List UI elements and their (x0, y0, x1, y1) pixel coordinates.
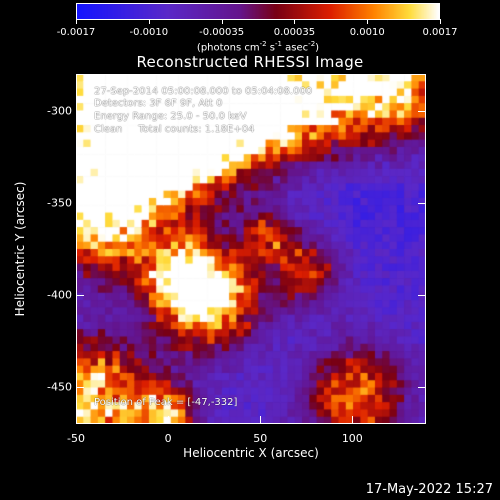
time-range-label: 27-Sep-2014 05:00:08.000 to 05:04:08.000 (94, 86, 313, 97)
y-tick-mark (76, 110, 84, 112)
x-tick-mark (168, 416, 170, 424)
y-tick-mark (76, 387, 84, 389)
x-tick-label: 50 (253, 432, 268, 445)
colorbar-tick-label: 0.0010 (349, 27, 385, 38)
colorbar-tick-label: -0.0017 (56, 27, 96, 38)
colorbar-tick-mark (148, 19, 150, 24)
x-tick-mark (260, 416, 262, 424)
footer-date: 17-May-2022 15:27 (365, 482, 493, 497)
y-tick-label: -300 (47, 104, 72, 118)
x-tick-mark (352, 416, 354, 424)
colorbar-tick-label: 0.0017 (422, 27, 458, 38)
y-tick-mark (76, 202, 84, 204)
y-tick-label: -400 (47, 288, 72, 302)
colorbar-tick-mark (221, 19, 223, 24)
y-tick-mark (76, 295, 84, 297)
colorbar-tick-label: -0.0010 (129, 27, 169, 38)
detectors-label: Detectors: 3F 6F 9F, Att 0 (94, 98, 223, 109)
x-tick-label: -50 (67, 432, 85, 445)
y-axis-label: Heliocentric Y (arcsec) (13, 181, 27, 317)
x-tick-label: 100 (341, 432, 363, 445)
peak-position-label: Position of Peak = [-47,-332] (94, 397, 238, 408)
y-tick-mark (418, 202, 426, 204)
reconstructed-image (76, 74, 426, 424)
image-title: Reconstructed RHESSI Image (136, 53, 364, 71)
y-tick-mark (418, 295, 426, 297)
x-tick-mark (76, 416, 77, 424)
y-tick-label: -350 (47, 196, 72, 210)
x-tick-mark (76, 74, 77, 82)
colorbar-tick-label: 0.00035 (273, 27, 316, 38)
energy-range-label: Energy Range: 25.0 - 50.0 keV (94, 111, 247, 122)
colorbar-tick-mark (440, 19, 441, 24)
y-tick-label: -450 (47, 380, 72, 394)
colorbar-tick-label: -0.00035 (199, 27, 245, 38)
y-tick-mark (418, 110, 426, 112)
x-tick-mark (260, 74, 262, 82)
x-tick-label: 0 (164, 432, 172, 445)
x-axis-label: Heliocentric X (arcsec) (183, 446, 319, 460)
colorbar-units: (photons cm-2 s-1 asec-2) (196, 40, 320, 54)
colorbar-tick-mark (294, 19, 296, 24)
colorbar-tick-mark (367, 19, 369, 24)
x-tick-mark (352, 74, 354, 82)
colorbar-tick-mark (76, 19, 77, 24)
x-tick-mark (168, 74, 170, 82)
y-tick-mark (418, 387, 426, 389)
clean-counts-label: Clean Total counts: 1.18E+04 (94, 124, 255, 135)
colorbar (76, 3, 440, 20)
plot-frame (76, 74, 426, 424)
